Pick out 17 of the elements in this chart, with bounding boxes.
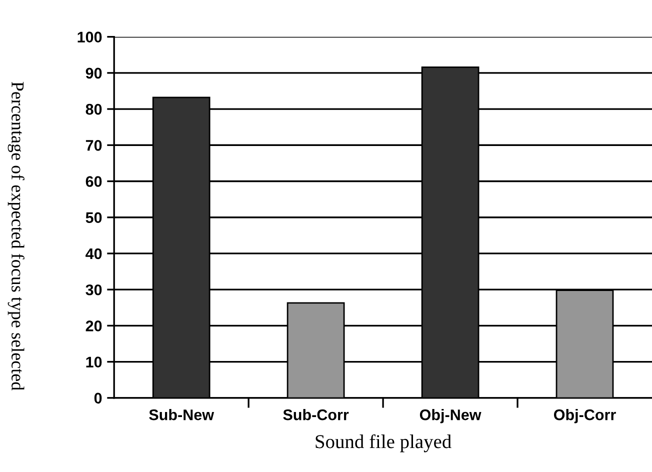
x-tick-label: Sub-New — [149, 409, 214, 420]
y-tick-label: 70 — [86, 140, 102, 151]
y-tick-label: 20 — [86, 320, 102, 332]
y-tick-label: 50 — [86, 212, 102, 224]
x-tick-label: Obj-New — [420, 409, 482, 424]
y-axis-title: Percentage of expected focus type selected — [8, 82, 24, 390]
y-tick-label: 100 — [78, 32, 102, 42]
y-tick-label: 10 — [86, 356, 102, 368]
y-tick-label: 60 — [86, 176, 102, 187]
y-tick-label: 30 — [86, 284, 102, 296]
y-tick-label: 80 — [86, 104, 102, 115]
x-tick-label: Sub-Corr — [283, 409, 349, 420]
x-tick-label: Obj-Corr — [554, 409, 616, 424]
x-axis-title: Sound file played — [316, 434, 452, 452]
y-tick-label: 90 — [86, 68, 102, 79]
y-tick-label: 0 — [94, 392, 102, 404]
y-tick-label: 40 — [86, 248, 102, 260]
